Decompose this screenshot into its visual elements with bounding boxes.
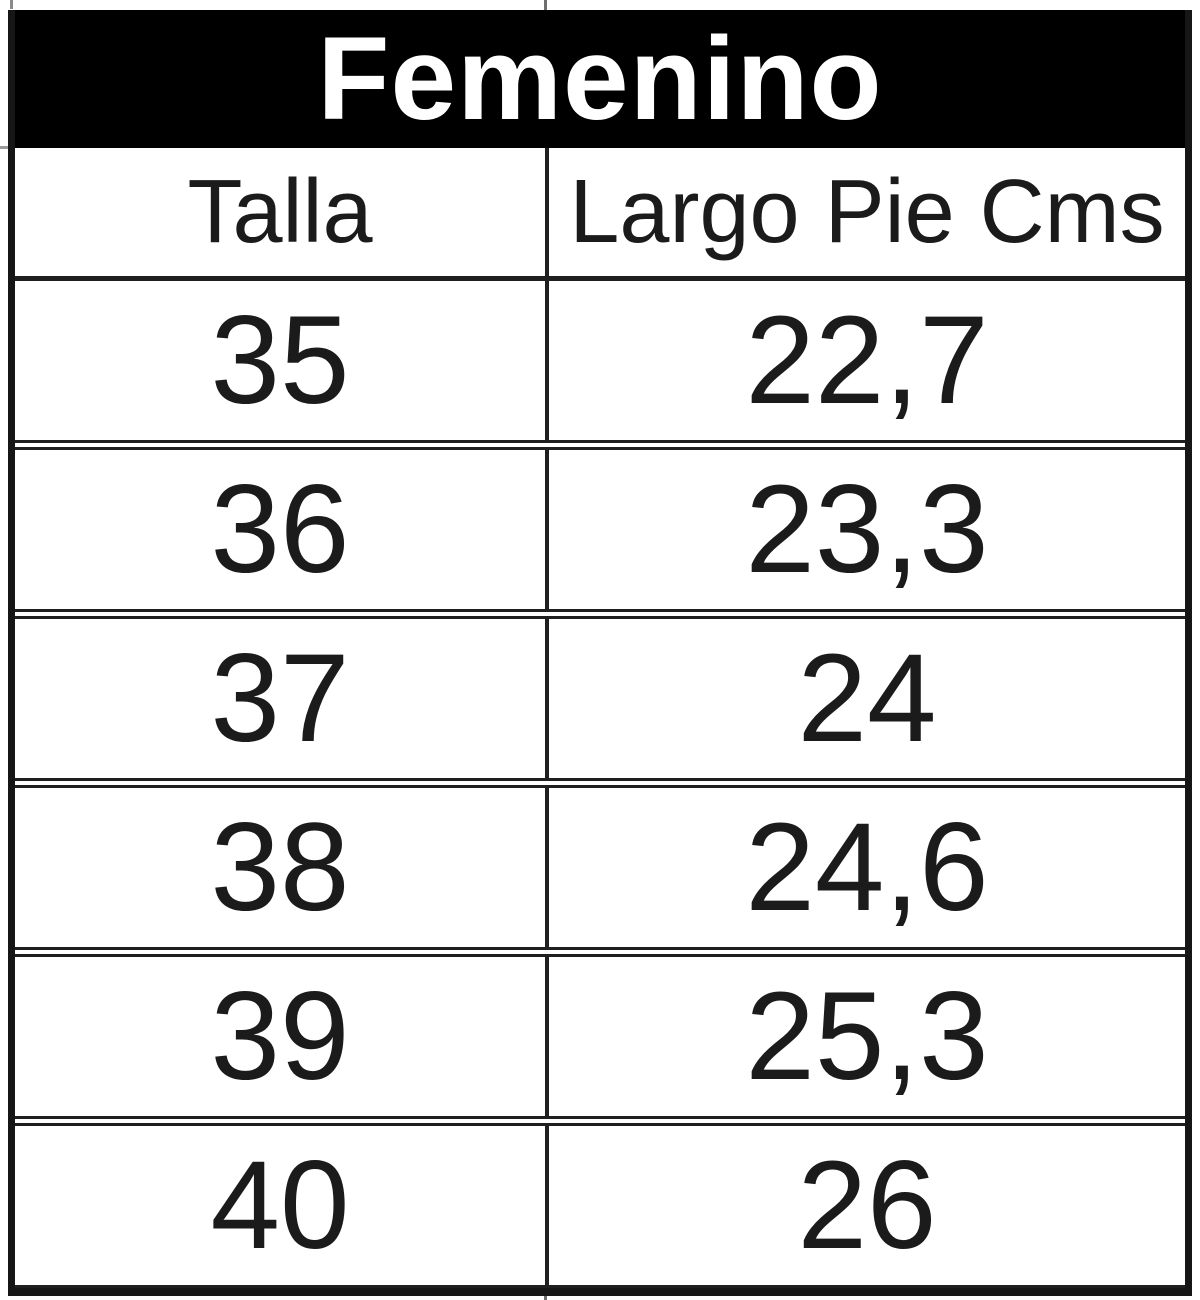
table-row: 38 24,6: [15, 785, 1185, 950]
largo-value: 23,3: [745, 460, 989, 599]
column-header-largo: Largo Pie Cms: [549, 148, 1185, 276]
largo-value: 24: [797, 629, 937, 768]
column-header-largo-label: Largo Pie Cms: [569, 161, 1165, 262]
column-header-talla: Talla: [15, 148, 549, 276]
gridline-stub-bottom: [544, 1294, 547, 1300]
talla-value: 39: [210, 967, 350, 1106]
talla-cell: 36: [15, 450, 549, 609]
largo-value: 25,3: [745, 967, 989, 1106]
talla-cell: 37: [15, 619, 549, 778]
talla-value: 37: [210, 629, 350, 768]
table-title-band: Femenino: [15, 10, 1185, 148]
talla-value: 40: [210, 1136, 350, 1275]
column-header-talla-label: Talla: [187, 161, 373, 262]
table-row: 37 24: [15, 616, 1185, 781]
gridline-stub-left: [0, 146, 9, 149]
largo-cell: 23,3: [549, 450, 1185, 609]
largo-cell: 22,7: [549, 281, 1185, 440]
size-chart-table: Femenino Talla Largo Pie Cms 35 22,7 36 …: [8, 10, 1192, 1296]
table-row: 40 26: [15, 1123, 1185, 1288]
talla-value: 38: [210, 798, 350, 937]
talla-value: 36: [210, 460, 350, 599]
largo-cell: 24,6: [549, 788, 1185, 947]
table-row: 36 23,3: [15, 447, 1185, 612]
largo-cell: 26: [549, 1126, 1185, 1285]
talla-cell: 35: [15, 281, 549, 440]
largo-value: 22,7: [745, 291, 989, 430]
table-row: 35 22,7: [15, 276, 1185, 443]
talla-cell: 40: [15, 1126, 549, 1285]
largo-cell: 24: [549, 619, 1185, 778]
talla-cell: 38: [15, 788, 549, 947]
gridline-stub-top: [544, 0, 547, 11]
gridline-stub-top-left: [10, 0, 13, 9]
table-title: Femenino: [317, 13, 883, 145]
talla-value: 35: [210, 291, 350, 430]
header-row: Talla Largo Pie Cms: [15, 148, 1185, 276]
largo-value: 24,6: [745, 798, 989, 937]
talla-cell: 39: [15, 957, 549, 1116]
table-row: 39 25,3: [15, 954, 1185, 1119]
largo-cell: 25,3: [549, 957, 1185, 1116]
largo-value: 26: [797, 1136, 937, 1275]
